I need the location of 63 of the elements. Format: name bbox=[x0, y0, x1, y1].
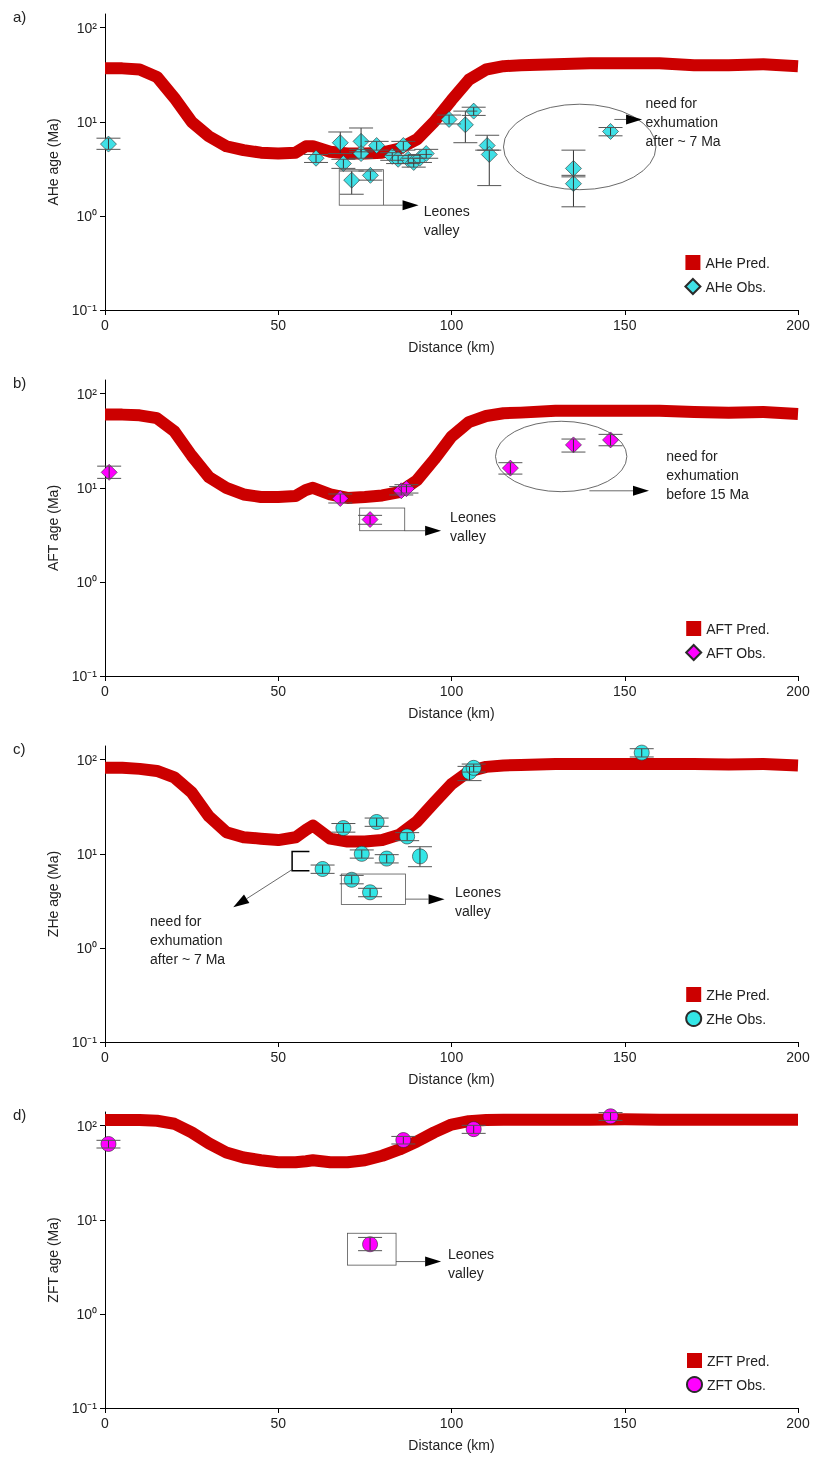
annotation: need for exhumation after ~ 7 Ma bbox=[645, 94, 722, 149]
x-tick-label: 150 bbox=[613, 683, 637, 699]
x-tick-label: 150 bbox=[613, 1049, 637, 1065]
annotation: Leones valley bbox=[423, 202, 474, 238]
x-tick-label: 200 bbox=[786, 317, 810, 333]
x-tick-label: 150 bbox=[613, 1415, 637, 1431]
y-tick-label: 10⁻¹ bbox=[71, 1400, 98, 1416]
x-axis-title: Distance (km) bbox=[408, 1437, 495, 1453]
annotation: need for exhumation after ~ 7 Ma bbox=[150, 913, 227, 968]
x-tick-label: 50 bbox=[270, 317, 287, 333]
legend-label: AFT Pred. bbox=[706, 620, 770, 637]
y-axis-title: ZHe age (Ma) bbox=[45, 850, 61, 938]
y-axis-title: ZFT age (Ma) bbox=[45, 1217, 61, 1303]
x-axis-title: Distance (km) bbox=[408, 1071, 495, 1087]
x-tick-label: 0 bbox=[101, 683, 110, 699]
x-axis-title: Distance (km) bbox=[408, 339, 495, 355]
annotation: Leones valley bbox=[450, 508, 500, 544]
annotation: need for exhumation before 15 Ma bbox=[666, 448, 750, 503]
x-tick-label: 0 bbox=[101, 1415, 110, 1431]
chart-title: a) bbox=[13, 8, 27, 25]
x-tick-label: 50 bbox=[270, 683, 287, 699]
chart-title: d) bbox=[13, 1106, 27, 1123]
x-tick-label: 200 bbox=[786, 1049, 810, 1065]
y-tick-label: 10² bbox=[76, 1117, 98, 1134]
x-tick-label: 0 bbox=[101, 317, 110, 333]
legend-label: AHe Pred. bbox=[705, 254, 771, 271]
y-axis-title: AHe age (Ma) bbox=[45, 118, 61, 206]
legend-label: ZFT Obs. bbox=[706, 1376, 766, 1393]
x-tick-label: 200 bbox=[786, 1415, 810, 1431]
annotation: Leones valley bbox=[454, 884, 505, 920]
y-tick-label: 10⁰ bbox=[76, 939, 97, 956]
x-tick-label: 50 bbox=[270, 1415, 287, 1431]
chart-title: c) bbox=[13, 740, 26, 757]
x-tick-label: 100 bbox=[439, 683, 464, 699]
x-axis-title: Distance (km) bbox=[408, 705, 495, 721]
legend-label: ZHe Pred. bbox=[706, 986, 771, 1003]
y-tick-label: 10⁰ bbox=[76, 573, 97, 590]
legend-label: ZHe Obs. bbox=[706, 1010, 767, 1027]
y-tick-label: 10¹ bbox=[76, 479, 98, 496]
x-tick-label: 50 bbox=[270, 1049, 287, 1065]
y-tick-label: 10⁻¹ bbox=[71, 1034, 98, 1050]
x-tick-label: 0 bbox=[101, 1049, 110, 1065]
y-tick-label: 10⁻¹ bbox=[71, 302, 98, 318]
y-tick-label: 10⁰ bbox=[76, 1305, 97, 1322]
y-axis-title: AFT age (Ma) bbox=[45, 484, 61, 572]
legend-label: AFT Obs. bbox=[706, 644, 766, 661]
y-tick-label: 10¹ bbox=[76, 1211, 98, 1228]
y-tick-label: 10² bbox=[76, 19, 98, 36]
x-tick-label: 200 bbox=[786, 683, 810, 699]
y-tick-label: 10² bbox=[76, 385, 98, 402]
y-tick-label: 10² bbox=[76, 751, 98, 768]
legend-label: ZFT Pred. bbox=[706, 1352, 770, 1369]
y-tick-label: 10¹ bbox=[76, 845, 98, 862]
y-tick-label: 10¹ bbox=[76, 113, 98, 130]
x-tick-label: 100 bbox=[439, 1049, 464, 1065]
x-tick-label: 100 bbox=[439, 317, 464, 333]
chart-title: b) bbox=[13, 374, 27, 391]
annotation: Leones valley bbox=[448, 1246, 498, 1282]
y-tick-label: 10⁻¹ bbox=[71, 668, 98, 684]
x-tick-label: 150 bbox=[613, 317, 637, 333]
x-tick-label: 100 bbox=[439, 1415, 464, 1431]
y-tick-label: 10⁰ bbox=[76, 207, 97, 224]
legend-label: AHe Obs. bbox=[705, 278, 767, 295]
